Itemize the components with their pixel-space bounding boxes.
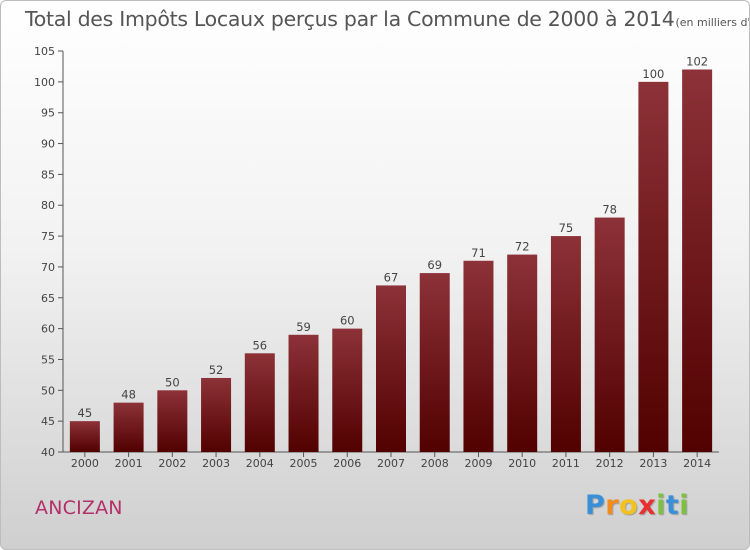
x-tick-label: 2004 [246, 457, 274, 470]
x-axis: 2000 2001 2002 2003 2004 2005 2006 2007 2008 2009… [63, 451, 719, 470]
value-label-2014: 102 [686, 55, 708, 69]
x-tick-label: 2012 [596, 457, 624, 470]
value-label-2009: 71 [471, 246, 486, 260]
bars [69, 69, 713, 452]
commune-name: ANCIZAN [35, 497, 123, 519]
value-label-2000: 45 [78, 406, 93, 420]
value-labels: 45 48 50 52 56 59 60 67 69 71 72 75 78 100 102 [78, 55, 709, 421]
y-axis: 40 45 50 55 60 65 70 75 80 85 90 95 100 105 [34, 45, 64, 459]
x-tick-label: 2010 [508, 457, 536, 470]
x-tick-label: 2007 [377, 457, 405, 470]
value-label-2007: 67 [384, 270, 399, 284]
bar-2010 [507, 254, 538, 452]
bar-2001 [113, 402, 144, 452]
bar-2007 [376, 285, 406, 452]
y-tick-label: 100 [34, 76, 55, 89]
value-label-2012: 78 [602, 203, 617, 217]
bar-2005 [288, 334, 319, 452]
y-tick-label: 85 [41, 168, 55, 181]
logo-letter: P [585, 490, 606, 521]
logo-letter: o [619, 490, 639, 521]
x-tick-label: 2013 [639, 457, 667, 470]
y-tick-label: 105 [34, 45, 55, 58]
bar-2006 [332, 328, 363, 452]
bar-2004 [244, 353, 275, 452]
y-tick-label: 45 [41, 415, 55, 428]
chart-title-text: Total des Impôts Locaux perçus par la Co… [25, 7, 675, 31]
bar-2013 [638, 81, 669, 452]
x-tick-label: 2009 [464, 457, 492, 470]
value-label-2005: 59 [296, 320, 311, 334]
y-tick-label: 75 [41, 230, 55, 243]
y-tick-label: 70 [41, 261, 55, 274]
value-label-2008: 69 [427, 258, 442, 272]
y-tick-label: 80 [41, 199, 55, 212]
value-label-2010: 72 [515, 240, 530, 254]
y-tick-label: 40 [41, 446, 55, 459]
chart-subtitle: (en milliers d'€) [675, 16, 750, 29]
logo-letter: x [638, 490, 657, 521]
x-tick-label: 2006 [333, 457, 361, 470]
bar-2002 [157, 390, 188, 452]
bar-2011 [550, 236, 581, 452]
y-tick-label: 60 [41, 323, 55, 336]
x-tick-label: 2003 [202, 457, 230, 470]
bar-2008 [419, 273, 450, 452]
value-label-2006: 60 [340, 314, 355, 328]
logo-letter: r [605, 490, 620, 521]
y-tick-label: 55 [41, 353, 55, 366]
value-label-2013: 100 [642, 67, 664, 81]
value-label-2002: 50 [165, 375, 180, 389]
x-tick-label: 2008 [421, 457, 449, 470]
y-tick-label: 50 [41, 384, 55, 397]
bar-2012 [594, 217, 625, 452]
y-tick-label: 95 [41, 107, 55, 120]
bar-2009 [463, 260, 494, 452]
proxiti-logo: Proxiti [585, 490, 689, 521]
x-tick-label: 2002 [158, 457, 186, 470]
value-label-2001: 48 [121, 388, 136, 402]
logo-letter: t [665, 490, 680, 521]
x-tick-label: 2011 [552, 457, 580, 470]
x-tick-label: 2014 [683, 457, 711, 470]
bar-2003 [201, 377, 232, 452]
value-label-2004: 56 [252, 338, 267, 352]
logo-letter: i [656, 490, 666, 521]
y-tick-label: 90 [41, 138, 55, 151]
x-tick-label: 2001 [115, 457, 143, 470]
x-tick-label: 2000 [71, 457, 99, 470]
value-label-2011: 75 [559, 221, 574, 235]
y-tick-label: 65 [41, 292, 55, 305]
value-label-2003: 52 [209, 363, 224, 377]
logo-letter: i [679, 490, 690, 521]
x-tick-label: 2005 [290, 457, 318, 470]
chart-title: Total des Impôts Locaux perçus par la Co… [25, 7, 750, 31]
bar-2000 [69, 421, 100, 452]
bar-2014 [682, 69, 713, 452]
